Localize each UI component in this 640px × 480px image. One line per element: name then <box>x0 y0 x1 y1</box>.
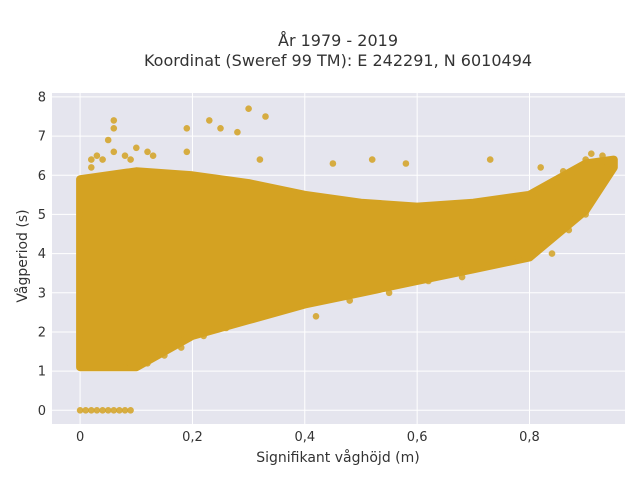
data-point <box>481 262 488 269</box>
data-point <box>104 136 112 144</box>
data-point <box>582 211 589 218</box>
data-point <box>110 117 118 124</box>
data-point <box>245 316 252 324</box>
data-point <box>537 164 544 171</box>
y-axis-title: Vågperiod (s) <box>14 209 31 302</box>
x-tick-label: 0,2 <box>182 430 203 445</box>
data-point <box>93 152 101 159</box>
y-axis-ticks: 0 1 2 3 4 5 6 7 8 <box>38 90 46 418</box>
data-point <box>183 125 191 132</box>
data-point <box>486 156 494 163</box>
data-point <box>121 363 129 371</box>
data-point <box>133 363 140 371</box>
data-point <box>582 156 589 163</box>
data-point <box>133 144 140 152</box>
data-point <box>425 277 432 285</box>
data-point <box>217 125 224 132</box>
dense-point-band <box>76 155 618 372</box>
data-point <box>110 407 118 414</box>
data-point <box>76 360 84 367</box>
data-point <box>312 313 320 320</box>
x-tick-label: 0,6 <box>407 430 428 445</box>
data-point <box>76 219 84 226</box>
data-point <box>76 407 84 414</box>
x-axis-ticks: 0 0,2 0,4 0,6 0,8 <box>76 430 540 445</box>
data-point <box>104 407 112 414</box>
data-point <box>76 328 84 336</box>
data-point <box>234 128 241 136</box>
data-point <box>127 407 134 414</box>
y-tick-label: 5 <box>38 208 46 223</box>
data-point <box>149 152 157 159</box>
data-point <box>116 407 123 414</box>
data-point <box>206 117 213 124</box>
data-point <box>88 407 95 414</box>
data-point <box>368 156 376 163</box>
data-point <box>110 125 118 132</box>
data-point <box>76 242 84 250</box>
data-point <box>177 344 185 351</box>
x-axis-title: Signifikant våghöjd (m) <box>256 449 419 466</box>
data-point <box>144 148 151 156</box>
data-point <box>76 348 84 355</box>
data-point <box>548 250 556 257</box>
x-tick-label: 0 <box>76 430 84 445</box>
data-point <box>559 168 567 175</box>
data-point <box>76 211 84 218</box>
y-tick-label: 2 <box>38 325 46 340</box>
data-point <box>222 324 230 332</box>
data-point <box>604 160 612 167</box>
data-point <box>99 407 106 414</box>
data-point <box>99 156 106 163</box>
data-point <box>82 407 89 414</box>
chart-title-line1: År 1979 - 2019 <box>278 31 398 50</box>
y-tick-label: 6 <box>38 169 46 184</box>
data-point <box>262 113 269 120</box>
y-tick-label: 7 <box>38 130 46 145</box>
data-point <box>104 356 112 363</box>
data-point <box>127 156 134 163</box>
data-point <box>588 150 595 157</box>
data-point <box>121 152 129 159</box>
data-point <box>458 273 466 281</box>
data-point <box>93 407 101 414</box>
y-tick-label: 3 <box>38 286 46 301</box>
data-point <box>110 148 118 156</box>
chart-title-line2: Koordinat (Sweref 99 TM): E 242291, N 60… <box>144 51 532 70</box>
x-tick-label: 0,8 <box>519 430 540 445</box>
data-point <box>88 156 95 163</box>
data-point <box>121 407 129 414</box>
data-point <box>144 360 151 367</box>
data-point <box>200 332 207 340</box>
data-point <box>273 309 281 316</box>
data-point <box>329 160 337 167</box>
data-point <box>76 234 84 242</box>
data-point <box>346 297 354 304</box>
data-point <box>565 226 573 234</box>
data-point <box>256 156 264 163</box>
data-point <box>515 254 522 261</box>
data-point <box>402 160 410 167</box>
data-point <box>76 277 84 285</box>
data-point <box>599 152 606 159</box>
y-tick-label: 8 <box>38 90 46 105</box>
y-tick-label: 4 <box>38 247 46 262</box>
data-point <box>183 148 191 156</box>
dense-band-shape <box>76 155 618 372</box>
x-tick-label: 0,4 <box>294 430 315 445</box>
y-tick-label: 0 <box>38 404 46 419</box>
data-points <box>76 105 612 414</box>
data-point <box>88 164 95 171</box>
y-tick-label: 1 <box>38 365 46 380</box>
data-point <box>385 289 393 297</box>
data-point <box>76 262 84 269</box>
data-point <box>161 352 168 359</box>
data-point <box>245 105 252 112</box>
data-point <box>76 336 84 344</box>
